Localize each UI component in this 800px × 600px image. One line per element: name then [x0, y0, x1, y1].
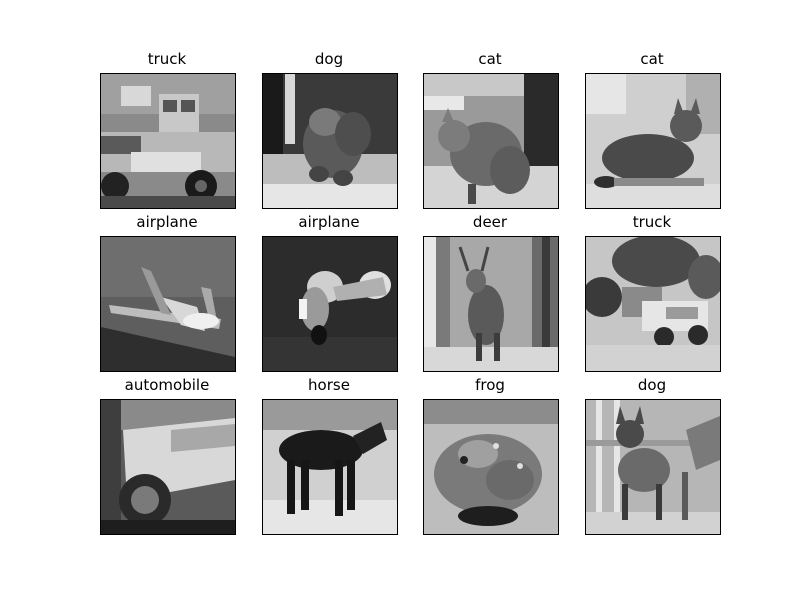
image-tile	[423, 73, 559, 209]
image-tile	[262, 399, 398, 535]
image-tile	[423, 236, 559, 372]
image-title: truck	[632, 213, 672, 231]
image-tile	[423, 399, 559, 535]
image-title: automobile	[124, 376, 210, 394]
image-tile	[262, 73, 398, 209]
image-title: cat	[478, 50, 502, 68]
image-title: dog	[314, 50, 344, 68]
image-tile	[585, 399, 721, 535]
image-title: deer	[472, 213, 508, 231]
image-title: horse	[308, 376, 350, 394]
image-tile	[585, 73, 721, 209]
image-title: truck	[147, 50, 187, 68]
image-title: cat	[640, 50, 664, 68]
image-tile	[100, 399, 236, 535]
image-tile	[585, 236, 721, 372]
image-title: frog	[475, 376, 505, 394]
image-title: airplane	[298, 213, 360, 231]
image-tile	[100, 236, 236, 372]
image-title: airplane	[136, 213, 198, 231]
image-title: dog	[637, 376, 667, 394]
image-tile	[100, 73, 236, 209]
image-tile	[262, 236, 398, 372]
